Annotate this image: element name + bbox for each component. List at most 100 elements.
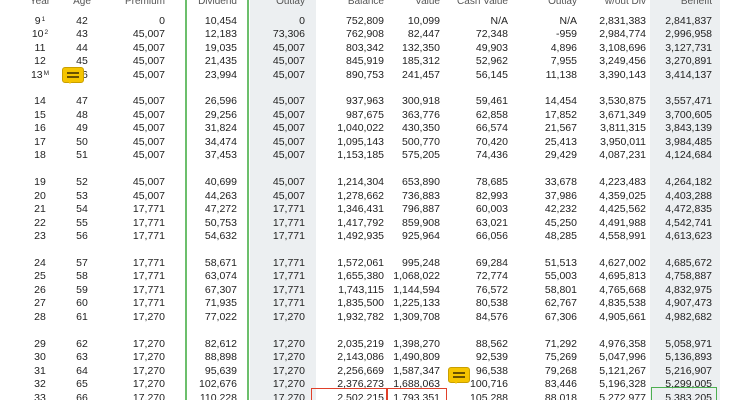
table-cell: 2,502,215 (337, 391, 384, 400)
column-header: w/out Div (604, 0, 646, 7)
table-cell: 1,835,500 (337, 297, 384, 310)
table-cell: 26 (34, 283, 46, 296)
table-cell: 4,472,835 (665, 203, 712, 216)
table-cell: 88,018 (544, 391, 577, 400)
table-cell: 4,907,473 (665, 297, 712, 310)
table-cell: 44,263 (204, 189, 237, 202)
table-cell: 14 (34, 95, 46, 108)
table-cell: 17,771 (272, 270, 305, 283)
table-cell: 25 (34, 270, 46, 283)
table-cell: 92,539 (475, 351, 508, 364)
table-cell: 79,268 (544, 364, 577, 377)
table-cell: 102 (31, 28, 49, 41)
table-cell: 75,269 (544, 351, 577, 364)
table-cell: 64 (76, 364, 88, 377)
table-cell: 859,908 (402, 216, 440, 229)
table-cell: 67,307 (204, 283, 237, 296)
table-cell: 45 (76, 55, 88, 68)
table-cell: 575,205 (402, 149, 440, 162)
table-cell: 4,627,002 (599, 256, 646, 269)
table-cell: 2,143,086 (337, 351, 384, 364)
table-cell: 58 (76, 270, 88, 283)
table-cell: 0 (159, 14, 165, 27)
column-header: Value (415, 0, 440, 7)
table-cell: 67,306 (544, 310, 577, 323)
table-cell: 3,671,349 (599, 108, 646, 121)
table-cell: 5,136,893 (665, 351, 712, 364)
table-cell: 28 (34, 310, 46, 323)
table-cell: 1,417,792 (337, 216, 384, 229)
table-cell: 45,007 (272, 189, 305, 202)
table-cell: 30 (34, 351, 46, 364)
comment-icon[interactable] (62, 67, 84, 84)
table-cell: 3,557,471 (665, 95, 712, 108)
table-cell: 45,007 (132, 55, 165, 68)
table-cell: 44 (76, 41, 88, 54)
column-header: Outlay (548, 0, 577, 7)
table-cell: 47 (76, 95, 88, 108)
column-header: Year (29, 0, 51, 7)
column-highlight (185, 0, 187, 400)
table-cell: 27 (34, 297, 46, 310)
table-cell: 3,249,456 (599, 55, 646, 68)
table-cell: 10,099 (407, 14, 440, 27)
table-cell: 54,632 (204, 230, 237, 243)
table-cell: 19,035 (204, 41, 237, 54)
table-cell: 2,376,273 (337, 378, 384, 391)
table-cell: 70,420 (475, 135, 508, 148)
table-cell: 300,918 (402, 95, 440, 108)
table-cell: 5,047,996 (599, 351, 646, 364)
table-cell: 803,342 (346, 41, 384, 54)
table-cell: 23,994 (204, 68, 237, 81)
table-cell: 73,306 (272, 28, 305, 41)
table-cell: 4,896 (550, 41, 577, 54)
table-cell: 21 (34, 203, 46, 216)
table-cell: 2,984,774 (599, 28, 646, 41)
table-cell: 3,127,731 (665, 41, 712, 54)
table-cell: 1,932,782 (337, 310, 384, 323)
table-cell: 762,908 (346, 28, 384, 41)
column-header: Benefit (680, 0, 712, 7)
table-cell: 653,890 (402, 176, 440, 188)
table-cell: 45,007 (272, 41, 305, 54)
table-cell: 33,678 (544, 176, 577, 188)
table-cell: 45,007 (272, 55, 305, 68)
table-cell: 17,270 (132, 391, 165, 400)
table-cell: 1,587,347 (393, 364, 440, 377)
table-cell: 3,811,315 (600, 122, 646, 135)
column-header: Balance (347, 0, 384, 7)
table-cell: 63,074 (204, 270, 237, 283)
table-cell: 56 (76, 230, 88, 243)
table-cell: 61 (76, 310, 88, 323)
table-cell: 241,457 (402, 68, 440, 81)
table-cell: 37,986 (544, 189, 577, 202)
table-cell: 45,007 (272, 176, 305, 188)
table-cell: 1,655,380 (337, 270, 384, 283)
column-header: Cash Value (457, 0, 508, 7)
table-cell: 71,292 (544, 337, 577, 350)
table-cell: 45,007 (132, 122, 165, 135)
table-cell: 4,491,988 (599, 216, 646, 229)
table-cell: 5,383,205 (665, 391, 712, 400)
table-cell: 11,138 (545, 68, 577, 81)
table-cell: 2,035,219 (337, 337, 384, 350)
table-cell: 37,453 (204, 149, 237, 162)
column-shade (650, 0, 720, 400)
table-cell: 17,771 (132, 297, 165, 310)
column-shade (250, 0, 316, 400)
table-cell: 17,771 (132, 256, 165, 269)
table-cell: 14,454 (544, 95, 577, 108)
table-cell: 59 (76, 283, 88, 296)
table-cell: 1,743,115 (338, 283, 384, 296)
table-cell: 50,753 (204, 216, 237, 229)
table-cell: 48,285 (544, 230, 577, 243)
table-cell: 60 (76, 297, 88, 310)
table-cell: 33 (34, 391, 46, 400)
table-cell: 82,612 (204, 337, 237, 350)
table-cell: 72,774 (475, 270, 508, 283)
table-cell: 95,639 (204, 364, 237, 377)
table-cell: 55,003 (544, 270, 577, 283)
comment-icon[interactable] (448, 367, 470, 384)
table-cell: 17,771 (272, 230, 305, 243)
table-cell: 4,832,975 (665, 283, 712, 296)
